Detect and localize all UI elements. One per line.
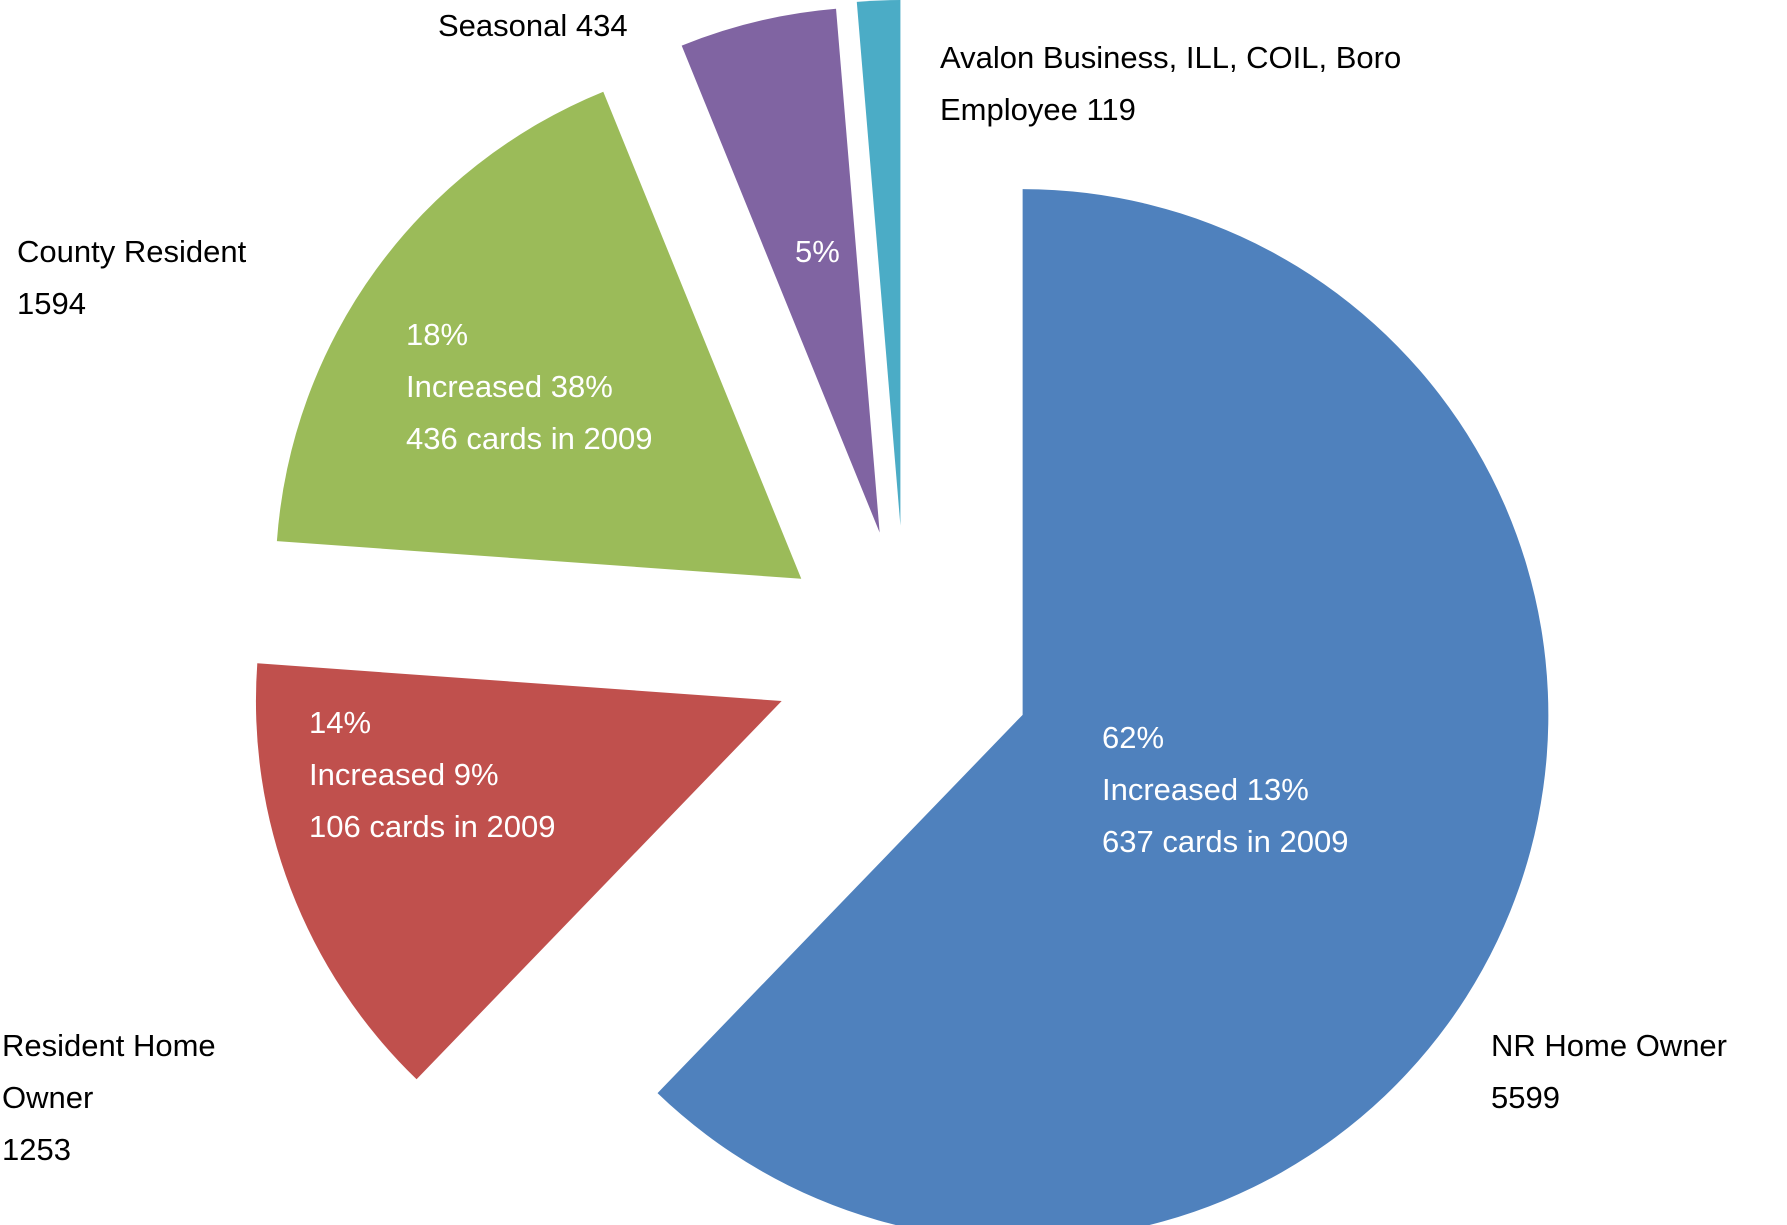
percent-label: 18% (406, 317, 469, 352)
pie-slice (657, 189, 1549, 1225)
category-value: 1594 (17, 286, 86, 321)
slice-label: 14% Increased 9% 106 cards in 2009 (309, 697, 555, 853)
note: Increased 13% (1102, 772, 1309, 807)
slice-label: 62% Increased 13% 637 cards in 2009 (1102, 712, 1348, 868)
note: 637 cards in 2009 (1102, 824, 1349, 859)
note: Increased 9% (309, 757, 499, 792)
category-value: 119 (1086, 92, 1136, 127)
category-label: Avalon Business, ILL, COIL, Boro Employe… (940, 32, 1540, 136)
category-label: County Resident 1594 (17, 226, 417, 330)
category-name: Avalon Business, ILL, COIL, Boro Employe… (940, 40, 1402, 127)
category-name: NR Home Owner (1491, 1028, 1727, 1063)
pie-slice (255, 663, 782, 1080)
pie-slice (856, 0, 901, 526)
percent-label: 62% (1102, 720, 1165, 755)
category-value: 1253 (2, 1132, 71, 1167)
note: 436 cards in 2009 (406, 421, 653, 456)
note: 106 cards in 2009 (309, 809, 556, 844)
pie-slice (681, 8, 880, 533)
percent-label: 5% (795, 234, 840, 269)
percent-label: 14% (309, 705, 372, 740)
category-value: 434 (575, 8, 628, 43)
category-label: Resident Home Owner 1253 (2, 1020, 302, 1176)
slice-label: 5% (795, 226, 840, 278)
note: Increased 38% (406, 369, 613, 404)
category-label: NR Home Owner 5599 (1491, 1020, 1787, 1124)
category-name: Resident Home Owner (2, 1028, 216, 1115)
category-value: 5599 (1491, 1080, 1560, 1115)
category-label: Seasonal 434 (438, 0, 838, 52)
category-name: Seasonal (438, 8, 568, 43)
category-name: County Resident (17, 234, 247, 269)
slice-label: 18% Increased 38% 436 cards in 2009 (406, 309, 652, 465)
pie-slice (276, 91, 802, 579)
